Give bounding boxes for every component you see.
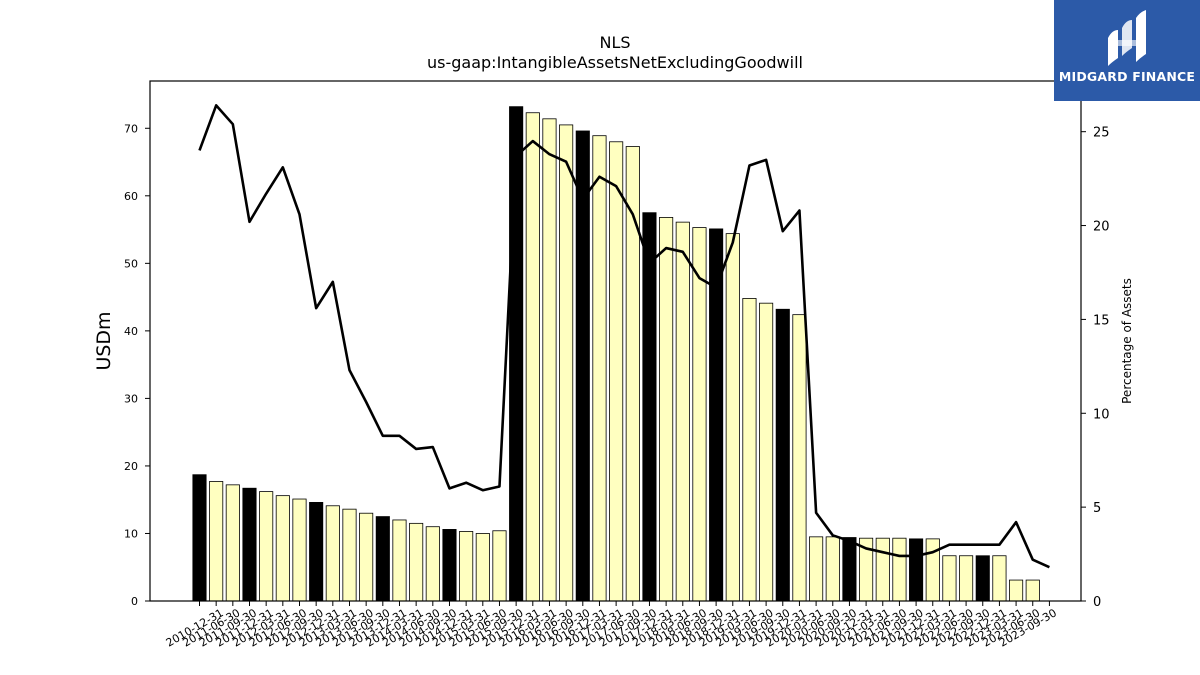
bar [559, 124, 574, 602]
y-tick-label: 30 [124, 392, 138, 405]
bar [259, 491, 274, 602]
bar [809, 536, 824, 602]
bar [875, 537, 890, 602]
bar [1009, 579, 1024, 602]
bar [359, 512, 374, 602]
chart-subtitle: us-gaap:IntangibleAssetsNetExcludingGood… [427, 53, 803, 72]
bar [1025, 579, 1040, 602]
y2-axis-label: Percentage of Assets [1120, 278, 1134, 404]
bar [692, 227, 707, 602]
bar [892, 537, 907, 602]
y-axis-label: USDm [93, 311, 115, 370]
bar [242, 487, 257, 602]
bar [325, 505, 340, 602]
midgard-finance-logo: MIDGARD FINANCE [1054, 0, 1200, 101]
percentage-line-series [198, 104, 1050, 569]
bar [959, 555, 974, 602]
bar [825, 536, 840, 602]
y2-tick-label: 15 [1093, 313, 1110, 328]
bar [659, 217, 674, 602]
bar [542, 118, 557, 602]
bar [842, 537, 857, 602]
bar [792, 314, 807, 602]
bar [442, 529, 457, 602]
bar [425, 526, 440, 602]
bar [275, 495, 290, 602]
bar [309, 501, 324, 602]
bar [459, 531, 474, 602]
bar [759, 302, 774, 602]
y-tick-label: 40 [124, 325, 138, 338]
y-tick-label: 50 [124, 257, 138, 270]
bar [725, 233, 740, 602]
bar [475, 533, 490, 602]
bar [992, 555, 1007, 602]
bar [909, 538, 924, 602]
y2-tick-label: 20 [1093, 220, 1110, 235]
midgard-finance-logo-icon [1108, 10, 1146, 66]
bar [975, 555, 990, 602]
plot-frame [149, 80, 1082, 602]
y2-tick-label: 25 [1093, 126, 1110, 141]
y-tick-label: 10 [124, 527, 138, 540]
bar [742, 298, 757, 602]
bar [575, 130, 590, 602]
y2-tick-label: 10 [1093, 407, 1110, 422]
bar [192, 474, 207, 602]
bar [942, 555, 957, 602]
y-tick-label: 0 [131, 595, 138, 608]
bar [525, 112, 540, 602]
bar [342, 508, 357, 602]
bar [392, 519, 407, 602]
bar [225, 484, 240, 602]
y-tick-label: 20 [124, 460, 138, 473]
y2-tick-label: 0 [1093, 595, 1101, 610]
bar [292, 498, 307, 602]
bar [642, 212, 657, 602]
y-tick-label: 70 [124, 122, 138, 135]
bar [209, 481, 224, 602]
logo-text: MIDGARD FINANCE [1058, 69, 1196, 84]
bar [925, 538, 940, 602]
axes: 01020304050607005101520252010-12-312011-… [124, 80, 1110, 650]
bar [492, 530, 507, 602]
chart-title: NLS [599, 33, 630, 52]
bar [592, 135, 607, 602]
bar [675, 221, 690, 602]
bar [375, 516, 390, 602]
y-tick-label: 60 [124, 190, 138, 203]
bar-series [192, 106, 1040, 602]
y2-tick-label: 5 [1093, 501, 1101, 516]
percentage-line [198, 104, 1050, 569]
bar [775, 308, 790, 602]
bar [609, 141, 624, 602]
bar [409, 522, 424, 602]
